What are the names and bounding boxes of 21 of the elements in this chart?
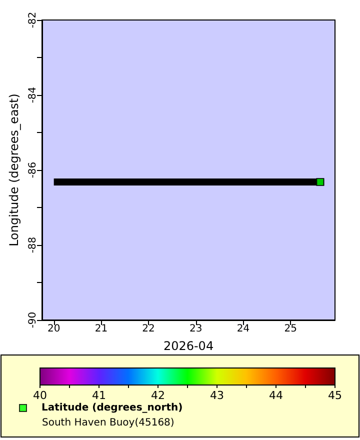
x-tick-label: 24 xyxy=(236,324,250,334)
y-tick-label: -84 xyxy=(28,86,38,104)
x-tick-label: 22 xyxy=(142,324,155,334)
color-bar-label: 43 xyxy=(210,389,224,402)
x-tick-label: 23 xyxy=(190,324,202,334)
color-bar-label: 45 xyxy=(328,389,342,402)
y-tick-label: -88 xyxy=(28,236,38,254)
color-bar-label: 42 xyxy=(151,389,165,402)
x-axis-title: 2026-04 xyxy=(163,339,214,353)
text: South Haven Buoy(45168) xyxy=(42,418,174,428)
color-bar-label: 40 xyxy=(33,389,47,402)
x-tick-label: 21 xyxy=(94,324,108,334)
y-tick-label: -86 xyxy=(28,162,38,178)
x-tick-label: 25 xyxy=(284,324,297,334)
color-bar-label: 41 xyxy=(92,389,106,402)
y-axis-title: Longitude (degrees_east) xyxy=(7,94,21,246)
color-bar-label: 44 xyxy=(269,389,283,402)
legend-label: Latitude (degrees_north) xyxy=(42,402,183,414)
y-tick-label: -90 xyxy=(28,312,38,328)
x-tick-label: 20 xyxy=(47,324,60,334)
y-tick-label: -82 xyxy=(28,12,38,28)
